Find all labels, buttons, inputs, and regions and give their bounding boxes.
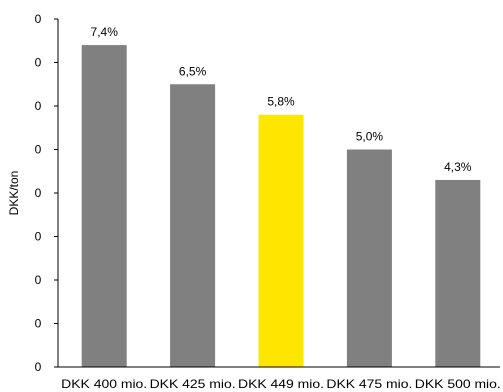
y-axis-ticks: 0 0 0 0 0 0 0 0 0 [35,12,58,374]
y-tick-label: 0 [35,12,42,26]
y-tick-label: 0 [35,360,42,374]
y-tick-label: 0 [35,186,42,200]
bars [81,45,481,367]
data-labels: 7,4% 6,5% 5,8% 5,0% 4,3% [91,25,472,174]
bar [258,114,304,367]
y-tick-label: 0 [35,143,42,157]
bar-data-label: 7,4% [91,25,119,39]
x-category-label: DKK 475 mio. [326,377,412,391]
x-category-label: DKK 500 mio. [415,377,501,391]
bar [346,149,392,367]
x-category-label: DKK 400 mio. [61,377,147,391]
y-tick-label: 0 [35,273,42,287]
bar [435,179,481,367]
y-tick-label: 0 [35,99,42,113]
bar-data-label: 4,3% [444,160,472,174]
bar-data-label: 5,0% [356,130,384,144]
y-tick-label: 0 [35,56,42,70]
category-labels: DKK 400 mio. DKK 425 mio. DKK 449 mio. DKK … [61,377,501,391]
bar-data-label: 5,8% [267,95,295,109]
y-tick-label: 0 [35,230,42,244]
x-category-label: DKK 425 mio. [150,377,236,391]
bar [81,45,127,367]
y-tick-label: 0 [35,317,42,331]
bar [170,84,216,367]
bar-data-label: 6,5% [179,64,207,78]
y-axis-title: DKK/ton [7,171,21,216]
x-category-label: DKK 449 mio. [238,377,324,391]
